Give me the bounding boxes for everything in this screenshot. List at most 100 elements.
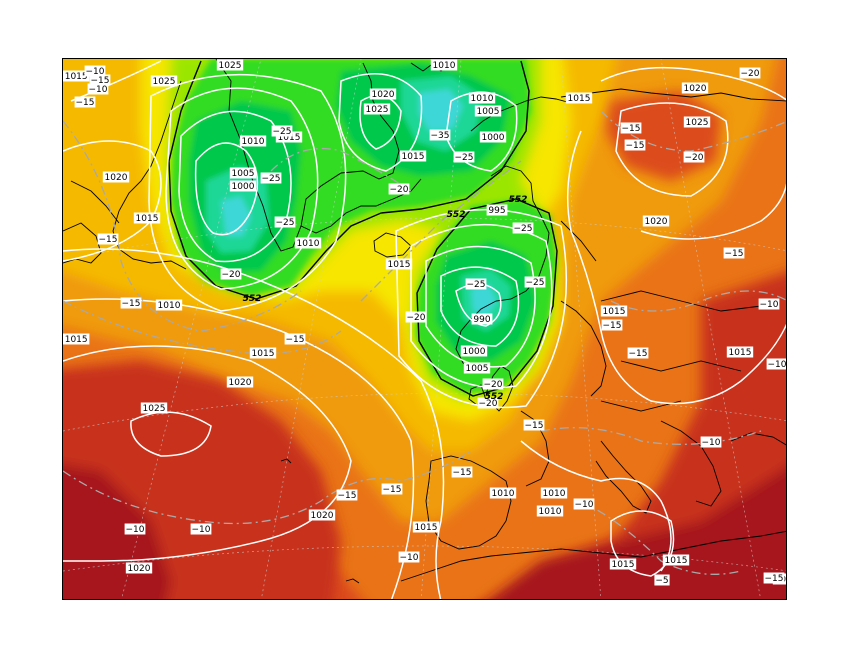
coast-baltic [560,300,607,397]
temperature-label-box [512,222,534,234]
temperature-label: −15 [620,122,642,134]
coast-canada-arctic [112,80,187,270]
temperature-label-text: −20 [390,185,409,195]
pressure-label-text: 1025 [219,61,242,71]
temperature-label: −35 [429,129,451,141]
temperature-label-box [763,572,785,584]
pressure-label: 1015 [399,150,427,162]
temperature-label-box [120,297,142,309]
coast-iberia [425,455,512,550]
pressure-label: 1015 [565,92,593,104]
temperature-label-box [74,96,96,108]
temperature-label-text: −25 [514,224,533,234]
temperature-label-text: −15 [622,124,641,134]
temperature-label: −10 [700,436,722,448]
pressure-label: 1010 [468,92,496,104]
temperature-label-text: −15 [765,574,784,584]
temperature-label-text: −25 [526,278,545,288]
pressure-label-text: 1010 [433,61,456,71]
temperature-label: −15 [451,466,473,478]
pressure-label-box [489,487,517,499]
pressure-label-box [133,212,161,224]
pressure-label-text: 1020 [128,564,151,574]
pressure-label-text: 1015 [665,556,688,566]
pressure-label-box [63,333,90,345]
temperature-label-text: −25 [273,127,292,137]
temperature-label: −10 [87,83,109,95]
pressure-label: 1010 [155,299,183,311]
temperature-label-text: −10 [192,525,211,535]
coast-labrador [70,180,120,224]
temperature-label-text: −15 [629,349,648,359]
temperature-label: −15 [336,489,358,501]
temperature-label: −15 [627,347,649,359]
pressure-label-box [474,105,502,117]
temperature-label-text: −10 [89,85,108,95]
pressure-label-box [662,554,690,566]
temperature-label-text: −20 [685,153,704,163]
shading-cyan-east [471,285,497,316]
pressure-label-text: 1015 [65,335,88,345]
temperature-label-box [388,183,410,195]
temperature-label: −15 [381,483,403,495]
pressure-label-text: 1020 [229,378,252,388]
pressure-label-text: 1015 [729,348,752,358]
pressure-label: 1025 [683,116,711,128]
temperature-label: −10 [124,523,146,535]
pressure-label-text: 1010 [492,489,515,499]
coast-britain [486,365,514,412]
temperature-label-box [620,122,642,134]
temperature-label-text: −20 [222,270,241,280]
temperature-label-text: −5 [655,576,668,586]
temperature-label-box [405,311,427,323]
temperature-label: −25 [524,276,546,288]
temperature-label: −25 [274,216,296,228]
pressure-label-text: 1025 [686,118,709,128]
temperature-label-text: −20 [741,69,760,79]
temperature-label-box [97,233,119,245]
height-label-text: 552 [509,195,528,205]
pressure-label-box [140,402,168,414]
pressure-label-text: 1005 [232,169,255,179]
temperature-label: −25 [512,222,534,234]
temperature-label-text: −15 [99,235,118,245]
temperature-label: −25 [465,278,487,290]
temperature-label-box [451,466,473,478]
pressure-label-box [308,509,336,521]
pressure-label-box [226,376,254,388]
temperature-label-text: −25 [262,174,281,184]
pressure-label: 1010 [294,237,322,249]
temperature-label-box [700,436,722,448]
pressure-label-text: 1015 [65,72,88,82]
pressure-label-text: 1015 [415,523,438,533]
temperature-label-box [190,523,212,535]
pressure-label: 1025 [150,75,178,87]
temperature-label-text: −10 [126,525,145,535]
pressure-label-box [399,150,427,162]
pressure-label: 1025 [363,103,391,115]
pressure-label-box [294,237,322,249]
coast-black-sea [730,432,786,446]
pressure-label: 995 [486,204,508,216]
pressure-label-text: 1015 [568,94,591,104]
pressure-label: 1015 [412,521,440,533]
pressure-label-box [412,521,440,533]
pressure-label-box [430,59,458,71]
temperature-label-text: −15 [603,321,622,331]
temperature-label-text: −15 [91,76,110,86]
pressure-label-box [460,345,488,357]
pressure-label-box [155,299,183,311]
coast-balkans [660,420,722,507]
pressure-label-box [363,103,391,115]
temperature-label-box [573,498,595,510]
pressure-label: 1015 [609,558,637,570]
height-label: 552 [447,210,466,220]
temperature-label-text: −10 [702,438,721,448]
shading-cyan-west [221,196,251,236]
pressure-label-text: 1005 [477,107,500,117]
pressure-label: 1015 [249,347,277,359]
pressure-label: 1020 [369,88,397,100]
pressure-label: 1015 [662,554,690,566]
temperature-label-text: −20 [479,399,498,409]
pressure-label-text: 1010 [543,489,566,499]
